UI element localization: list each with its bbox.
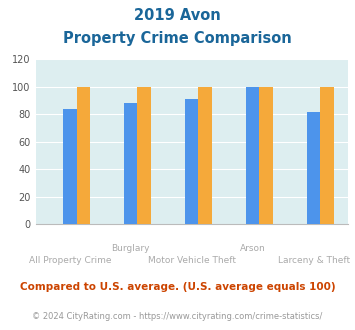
Bar — [260, 87, 273, 224]
Text: Compared to U.S. average. (U.S. average equals 100): Compared to U.S. average. (U.S. average … — [20, 282, 335, 292]
Text: Motor Vehicle Theft: Motor Vehicle Theft — [148, 256, 236, 265]
Bar — [63, 109, 77, 224]
Text: Burglary: Burglary — [111, 244, 150, 253]
Bar — [137, 87, 151, 224]
Text: 2019 Avon: 2019 Avon — [134, 8, 221, 23]
Text: Arson: Arson — [240, 244, 266, 253]
Text: Property Crime Comparison: Property Crime Comparison — [63, 31, 292, 46]
Legend: Avon, South Dakota, National: Avon, South Dakota, National — [45, 326, 338, 330]
Text: Larceny & Theft: Larceny & Theft — [278, 256, 350, 265]
Bar — [185, 99, 198, 224]
Bar — [320, 87, 334, 224]
Bar — [246, 87, 260, 224]
Bar — [124, 103, 137, 224]
Bar — [77, 87, 90, 224]
Bar — [198, 87, 212, 224]
Text: © 2024 CityRating.com - https://www.cityrating.com/crime-statistics/: © 2024 CityRating.com - https://www.city… — [32, 312, 323, 321]
Bar — [307, 112, 320, 224]
Text: All Property Crime: All Property Crime — [28, 256, 111, 265]
